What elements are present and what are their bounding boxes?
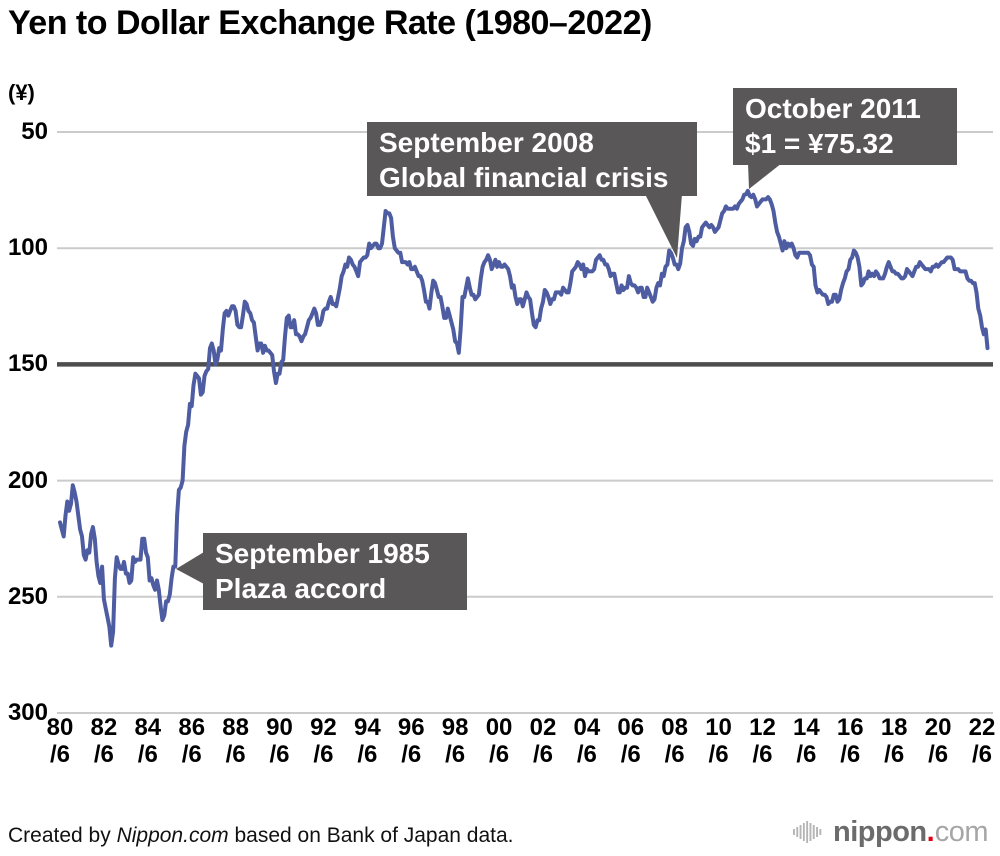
annotation-plaza-accord: September 1985 Plaza accord bbox=[203, 533, 467, 610]
waveform-bar bbox=[796, 827, 799, 837]
x-tick-label: 20 /6 bbox=[924, 714, 952, 768]
y-tick-label: 250 bbox=[7, 582, 48, 610]
x-tick-label: 08 /6 bbox=[661, 714, 688, 768]
annotation-line: September 1985 bbox=[215, 538, 430, 569]
footer-credit-brand: Nippon.com bbox=[116, 824, 229, 847]
y-tick-label: 200 bbox=[7, 466, 48, 494]
annotation-line: September 2008 bbox=[379, 127, 594, 158]
x-tick-label: 98 /6 bbox=[441, 714, 469, 768]
x-tick-label: 88 /6 bbox=[222, 714, 249, 768]
waveform-bar bbox=[812, 825, 815, 839]
x-tick-label: 86 /6 bbox=[178, 714, 206, 768]
annotation-line: Global financial crisis bbox=[379, 162, 669, 193]
waveform-bar bbox=[799, 825, 802, 839]
x-tick-label: 00 /6 bbox=[485, 714, 513, 768]
annotation-line: Plaza accord bbox=[215, 573, 387, 604]
x-tick-label: 96 /6 bbox=[397, 714, 425, 768]
x-tick-label: 80 /6 bbox=[46, 714, 74, 768]
waveform-bar bbox=[802, 823, 805, 841]
annotation-financial-crisis: September 2008 Global financial crisis bbox=[367, 122, 697, 196]
waveform-bar bbox=[819, 829, 822, 835]
annotation-pointer bbox=[645, 194, 682, 258]
x-tick-label: 02 /6 bbox=[529, 714, 557, 768]
footer-credit-suffix: based on Bank of Japan data. bbox=[228, 824, 514, 847]
chart-title: Yen to Dollar Exchange Rate (1980–2022) bbox=[8, 4, 652, 42]
annotation-october-2011: October 2011 $1 = ¥75.32 bbox=[733, 88, 957, 165]
y-tick-label: 300 bbox=[7, 699, 48, 726]
x-tick-label: 22 /6 bbox=[968, 714, 996, 768]
annotation-pointer bbox=[176, 552, 204, 584]
waveform-bar bbox=[793, 829, 795, 835]
y-tick-label: 100 bbox=[7, 234, 48, 262]
footer-credit-prefix: Created by bbox=[8, 824, 117, 847]
logo-tld: com bbox=[934, 815, 989, 848]
exchange-rate-line bbox=[58, 188, 990, 648]
waveform-bar bbox=[816, 827, 818, 837]
x-tick-label: 16 /6 bbox=[836, 714, 864, 768]
y-axis-unit-label: (¥) bbox=[8, 80, 35, 105]
x-tick-label: 12 /6 bbox=[749, 714, 776, 768]
x-tick-label: 10 /6 bbox=[705, 714, 732, 768]
x-tick-label: 84 /6 bbox=[134, 714, 162, 768]
waveform-icon bbox=[793, 821, 822, 843]
annotation-pointer bbox=[748, 163, 782, 189]
x-tick-label: 18 /6 bbox=[880, 714, 908, 768]
x-tick-label: 90 /6 bbox=[266, 714, 293, 768]
nippon-logo-text: nippon. com bbox=[833, 815, 989, 849]
nippon-logo: nippon. com bbox=[793, 812, 989, 852]
x-tick-label: 14 /6 bbox=[793, 714, 820, 768]
annotation-line: October 2011 bbox=[745, 93, 921, 124]
y-tick-label: 150 bbox=[7, 350, 48, 378]
logo-dot: . bbox=[926, 815, 935, 848]
logo-name: nippon bbox=[833, 815, 927, 848]
x-tick-label: 92 /6 bbox=[310, 714, 337, 768]
x-tick-label: 94 /6 bbox=[353, 714, 381, 768]
x-tick-label: 06 /6 bbox=[617, 714, 645, 768]
annotation-line: $1 = ¥75.32 bbox=[745, 128, 894, 159]
y-tick-label: 50 bbox=[21, 118, 48, 145]
x-tick-label: 04 /6 bbox=[573, 714, 601, 768]
waveform-bar bbox=[809, 823, 812, 841]
waveform-bar bbox=[806, 821, 809, 843]
footer-credit: Created by Nippon.com based on Bank of J… bbox=[8, 824, 514, 848]
x-tick-label: 82 /6 bbox=[90, 714, 118, 768]
